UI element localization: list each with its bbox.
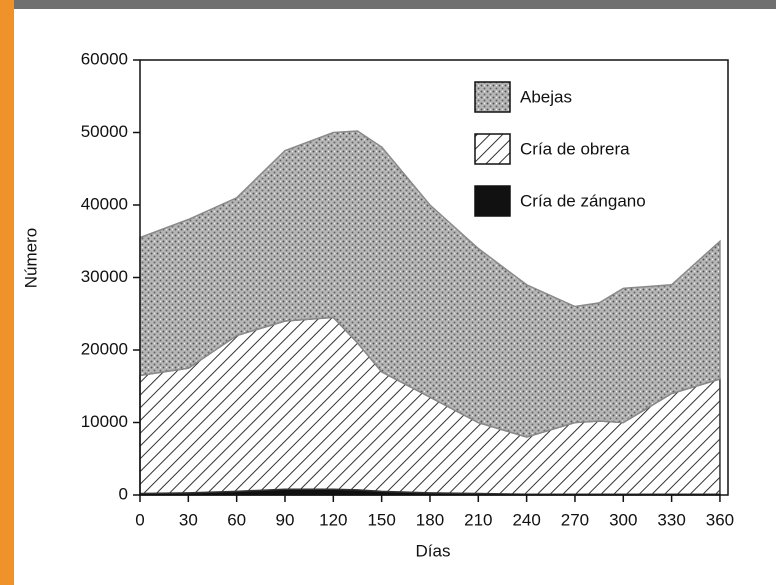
side-bar (0, 0, 14, 585)
x-tick-label: 360 (706, 510, 734, 529)
y-tick-label: 50000 (81, 122, 128, 141)
x-tick-label: 120 (319, 510, 347, 529)
legend-swatch (474, 185, 511, 217)
y-tick-label: 30000 (81, 267, 128, 286)
x-tick-label: 0 (135, 510, 144, 529)
y-tick-label: 0 (119, 484, 128, 503)
legend-label: Cría de zángano (520, 191, 646, 210)
area (139, 130, 721, 438)
x-tick-label: 90 (276, 510, 295, 529)
x-tick-label: 210 (464, 510, 492, 529)
y-tick-label: 60000 (81, 49, 128, 68)
x-tick-label: 60 (227, 510, 246, 529)
legend-label: Cría de obrera (520, 139, 630, 158)
top-bar (0, 0, 776, 9)
y-tick-label: 40000 (81, 194, 128, 213)
x-tick-label: 30 (179, 510, 198, 529)
legend-swatch (474, 133, 511, 165)
x-tick-label: 240 (512, 510, 540, 529)
x-axis-label: Días (416, 541, 451, 560)
x-tick-label: 300 (609, 510, 637, 529)
x-tick-label: 330 (657, 510, 685, 529)
legend-label: Abejas (520, 87, 572, 106)
x-tick-label: 180 (416, 510, 444, 529)
y-axis-label: Número (21, 228, 40, 288)
y-tick-label: 20000 (81, 339, 128, 358)
x-tick-label: 270 (561, 510, 589, 529)
y-tick-label: 10000 (81, 412, 128, 431)
x-tick-label: 150 (367, 510, 395, 529)
legend-swatch (474, 81, 511, 113)
